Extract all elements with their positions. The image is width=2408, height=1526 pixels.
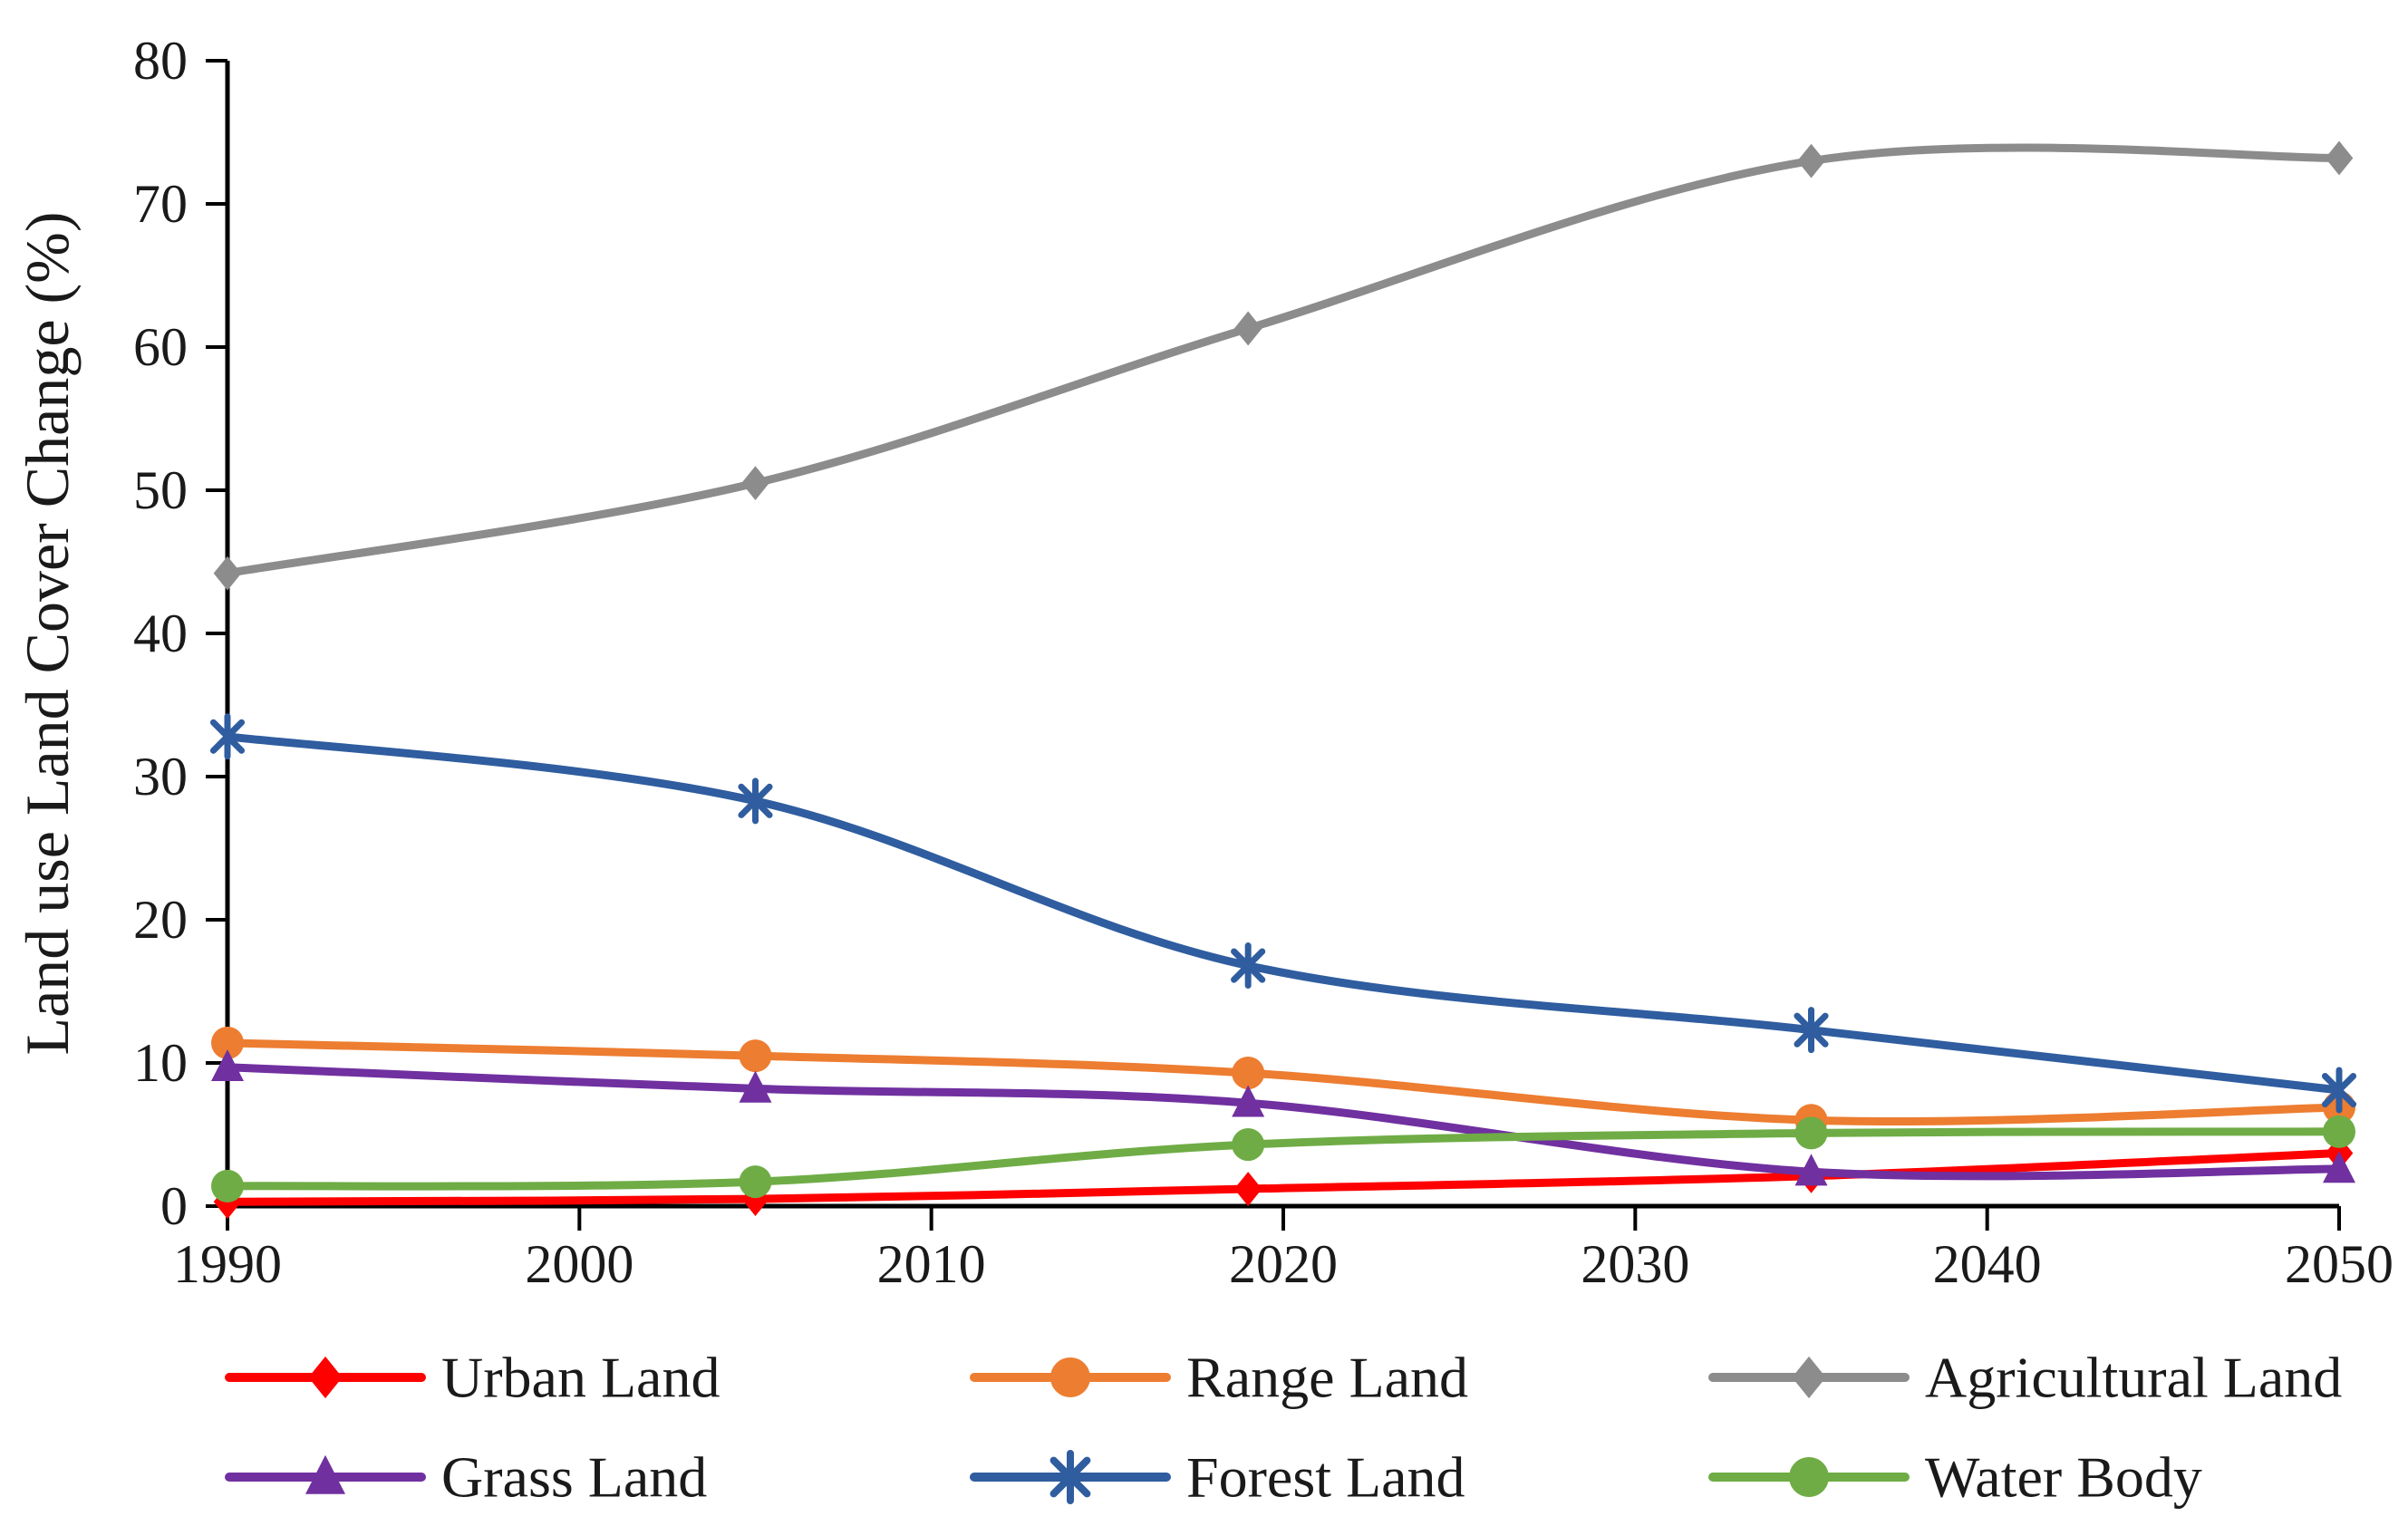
y-tick-label: 30 xyxy=(133,747,188,806)
y-tick-label: 10 xyxy=(133,1033,188,1093)
data-point-marker-triangle xyxy=(739,1070,772,1103)
legend-label-agricultural-land: Agricultural Land xyxy=(1925,1346,2342,1410)
legend-label-range-land: Range Land xyxy=(1186,1346,1468,1410)
y-tick-label: 70 xyxy=(133,174,188,234)
y-tick-label: 40 xyxy=(133,604,188,663)
data-point-marker-diamond xyxy=(1792,1356,1826,1399)
data-point-marker-asterisk xyxy=(209,713,246,760)
data-point-marker-circle xyxy=(1789,1457,1829,1497)
legend-label-water-body: Water Body xyxy=(1925,1445,2202,1510)
series-forest-land xyxy=(209,713,2357,1114)
data-point-marker-diamond xyxy=(741,466,769,500)
series-layer xyxy=(209,140,2357,1220)
data-point-marker-diamond xyxy=(2325,140,2354,176)
data-point-marker-circle xyxy=(1050,1357,1090,1397)
data-point-marker-asterisk xyxy=(1794,1007,1829,1054)
series-line-agricultural-land xyxy=(223,143,2344,578)
data-point-marker-diamond xyxy=(1233,1172,1262,1206)
y-tick-label: 0 xyxy=(160,1176,188,1236)
data-point-marker-asterisk xyxy=(1049,1450,1091,1504)
legend-label-grass-land: Grass Land xyxy=(441,1445,707,1510)
legend-item-range-land: Range Land xyxy=(970,1346,1468,1410)
legend: Urban Land Range Land Agricultural Land Gra… xyxy=(225,1346,2342,1510)
data-point-marker-triangle xyxy=(1794,1154,1828,1186)
data-point-marker-asterisk xyxy=(1231,942,1266,990)
legend-item-forest-land: Forest Land xyxy=(970,1445,1465,1510)
legend-label-forest-land: Forest Land xyxy=(1186,1445,1465,1510)
data-point-marker-triangle xyxy=(211,1048,244,1082)
data-point-marker-circle xyxy=(739,1165,772,1199)
data-point-marker-circle xyxy=(211,1169,244,1202)
y-axis-tick-labels: 0 10 20 30 40 50 60 70 80 xyxy=(133,31,188,1236)
data-point-marker-circle xyxy=(1232,1057,1265,1090)
y-tick-label: 60 xyxy=(133,317,188,377)
data-point-marker-triangle xyxy=(2323,1151,2355,1183)
data-point-marker-circle xyxy=(739,1039,772,1073)
data-point-marker-diamond xyxy=(1797,143,1825,179)
series-water-body xyxy=(211,1115,2355,1202)
data-point-marker-asterisk xyxy=(2321,1067,2357,1114)
legend-item-urban-land: Urban Land xyxy=(225,1346,720,1410)
data-point-marker-diamond xyxy=(308,1356,343,1399)
data-point-marker-circle xyxy=(2323,1115,2355,1148)
data-point-marker-diamond xyxy=(213,555,242,591)
x-tick-label: 2040 xyxy=(1933,1234,2042,1294)
legend-item-water-body: Water Body xyxy=(1708,1445,2202,1510)
data-point-marker-triangle xyxy=(1232,1085,1265,1117)
data-point-marker-circle xyxy=(1794,1116,1828,1150)
x-tick-label: 2010 xyxy=(877,1234,986,1294)
legend-item-agricultural-land: Agricultural Land xyxy=(1708,1346,2342,1410)
legend-item-grass-land: Grass Land xyxy=(225,1445,707,1510)
axis-lines xyxy=(225,61,2339,1209)
data-point-marker-circle xyxy=(211,1026,244,1059)
legend-label-urban-land: Urban Land xyxy=(441,1346,720,1410)
x-tick-label: 1990 xyxy=(173,1234,282,1294)
data-point-marker-asterisk xyxy=(738,777,773,825)
y-tick-label: 20 xyxy=(133,890,188,950)
x-tick-label: 2050 xyxy=(2285,1234,2393,1294)
y-tick-label: 50 xyxy=(133,460,188,520)
x-axis-tick-labels: 1990 2000 2010 2020 2030 2040 2050 xyxy=(173,1234,2393,1294)
x-tick-label: 2000 xyxy=(525,1234,633,1294)
series-line-forest-land xyxy=(223,732,2344,1095)
y-tick-label: 80 xyxy=(133,31,188,91)
x-tick-label: 2020 xyxy=(1229,1234,1338,1294)
y-axis-title: Land use Land Cover Change (%) xyxy=(13,212,82,1056)
data-point-marker-diamond xyxy=(1233,311,1262,346)
series-agricultural-land xyxy=(213,140,2354,591)
data-point-marker-circle xyxy=(1232,1128,1265,1162)
series-grass-land xyxy=(211,1048,2355,1186)
x-tick-label: 2030 xyxy=(1581,1234,1689,1294)
data-point-marker-diamond xyxy=(741,1182,769,1216)
data-point-marker-triangle xyxy=(305,1454,345,1494)
